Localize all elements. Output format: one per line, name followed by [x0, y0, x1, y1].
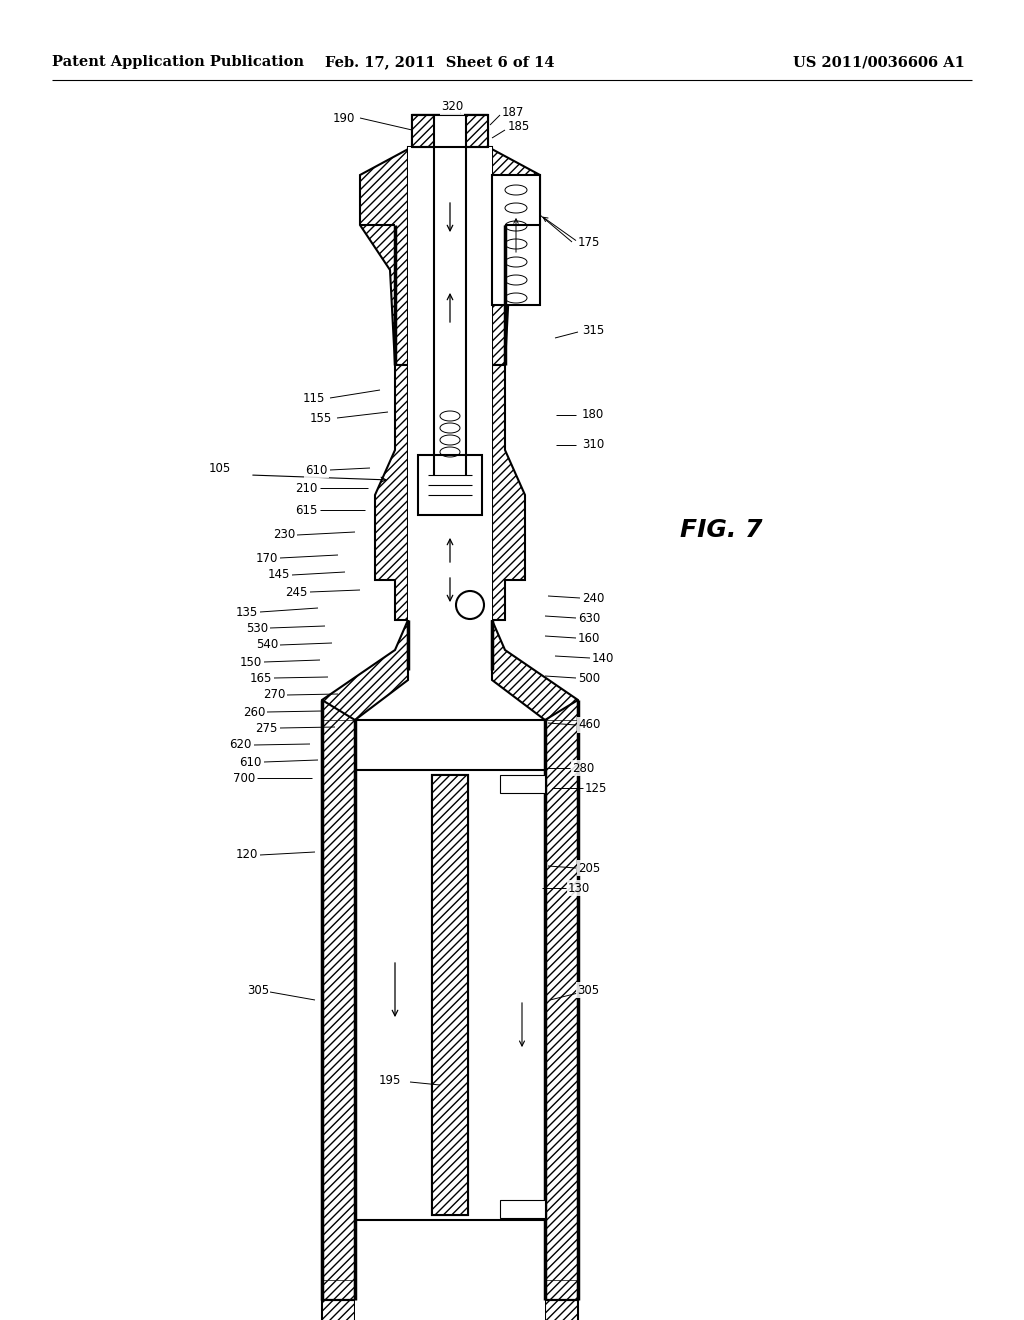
Text: 190: 190	[333, 111, 355, 124]
Bar	[412, 115, 488, 150]
Text: 305: 305	[247, 983, 269, 997]
Bar	[432, 775, 468, 1214]
Text: 275: 275	[256, 722, 278, 734]
Bar	[355, 719, 545, 1300]
Text: 105: 105	[209, 462, 231, 474]
Text: 315: 315	[582, 323, 604, 337]
Bar	[500, 775, 545, 793]
Text: 150: 150	[240, 656, 262, 668]
Bar	[322, 719, 355, 1280]
Polygon shape	[360, 147, 412, 366]
Text: 175: 175	[578, 235, 600, 248]
Text: 530: 530	[246, 622, 268, 635]
Text: 620: 620	[229, 738, 252, 751]
Polygon shape	[488, 147, 540, 366]
Text: 120: 120	[236, 849, 258, 862]
Polygon shape	[408, 147, 492, 366]
Text: 630: 630	[578, 611, 600, 624]
Polygon shape	[545, 1300, 578, 1320]
Bar	[434, 115, 466, 150]
Text: 165: 165	[250, 672, 272, 685]
Text: 160: 160	[578, 631, 600, 644]
Text: 210: 210	[296, 482, 318, 495]
Text: 270: 270	[262, 689, 285, 701]
Text: 180: 180	[582, 408, 604, 421]
Polygon shape	[322, 1300, 355, 1320]
Bar	[545, 719, 578, 1280]
Bar	[434, 147, 466, 366]
Text: 130: 130	[568, 882, 590, 895]
Text: 500: 500	[578, 672, 600, 685]
Bar	[434, 115, 466, 147]
Text: 610: 610	[305, 463, 328, 477]
Text: 310: 310	[582, 438, 604, 451]
Bar	[355, 1300, 545, 1320]
Bar	[418, 455, 482, 515]
Text: 185: 185	[508, 120, 530, 133]
Text: 230: 230	[272, 528, 295, 541]
Text: 245: 245	[286, 586, 308, 598]
Text: 260: 260	[243, 705, 265, 718]
Polygon shape	[492, 620, 578, 1300]
Bar	[305, 115, 595, 1185]
Polygon shape	[492, 366, 525, 620]
Polygon shape	[375, 366, 408, 620]
Bar	[500, 1200, 545, 1218]
Text: 240: 240	[582, 591, 604, 605]
Bar	[408, 366, 492, 620]
Text: 205: 205	[578, 862, 600, 874]
Text: 145: 145	[267, 569, 290, 582]
Text: 700: 700	[232, 771, 255, 784]
Text: 610: 610	[240, 755, 262, 768]
Text: 155: 155	[309, 412, 332, 425]
Text: Patent Application Publication: Patent Application Publication	[52, 55, 304, 69]
Text: 540: 540	[256, 639, 278, 652]
Bar	[492, 176, 540, 305]
Text: 170: 170	[256, 552, 278, 565]
Text: 280: 280	[572, 762, 594, 775]
Text: US 2011/0036606 A1: US 2011/0036606 A1	[794, 55, 965, 69]
Text: FIG. 7: FIG. 7	[680, 517, 763, 543]
Text: 320: 320	[441, 100, 463, 114]
Text: 187: 187	[502, 106, 524, 119]
Text: 195: 195	[379, 1073, 401, 1086]
Bar	[432, 775, 468, 1214]
Text: 140: 140	[592, 652, 614, 664]
Text: 135: 135	[236, 606, 258, 619]
Text: 615: 615	[296, 503, 318, 516]
Text: 125: 125	[585, 781, 607, 795]
Bar	[412, 115, 488, 147]
Text: 115: 115	[303, 392, 325, 404]
Text: Feb. 17, 2011  Sheet 6 of 14: Feb. 17, 2011 Sheet 6 of 14	[326, 55, 555, 69]
Text: 460: 460	[578, 718, 600, 731]
Polygon shape	[322, 620, 408, 1300]
Text: 305: 305	[577, 983, 599, 997]
